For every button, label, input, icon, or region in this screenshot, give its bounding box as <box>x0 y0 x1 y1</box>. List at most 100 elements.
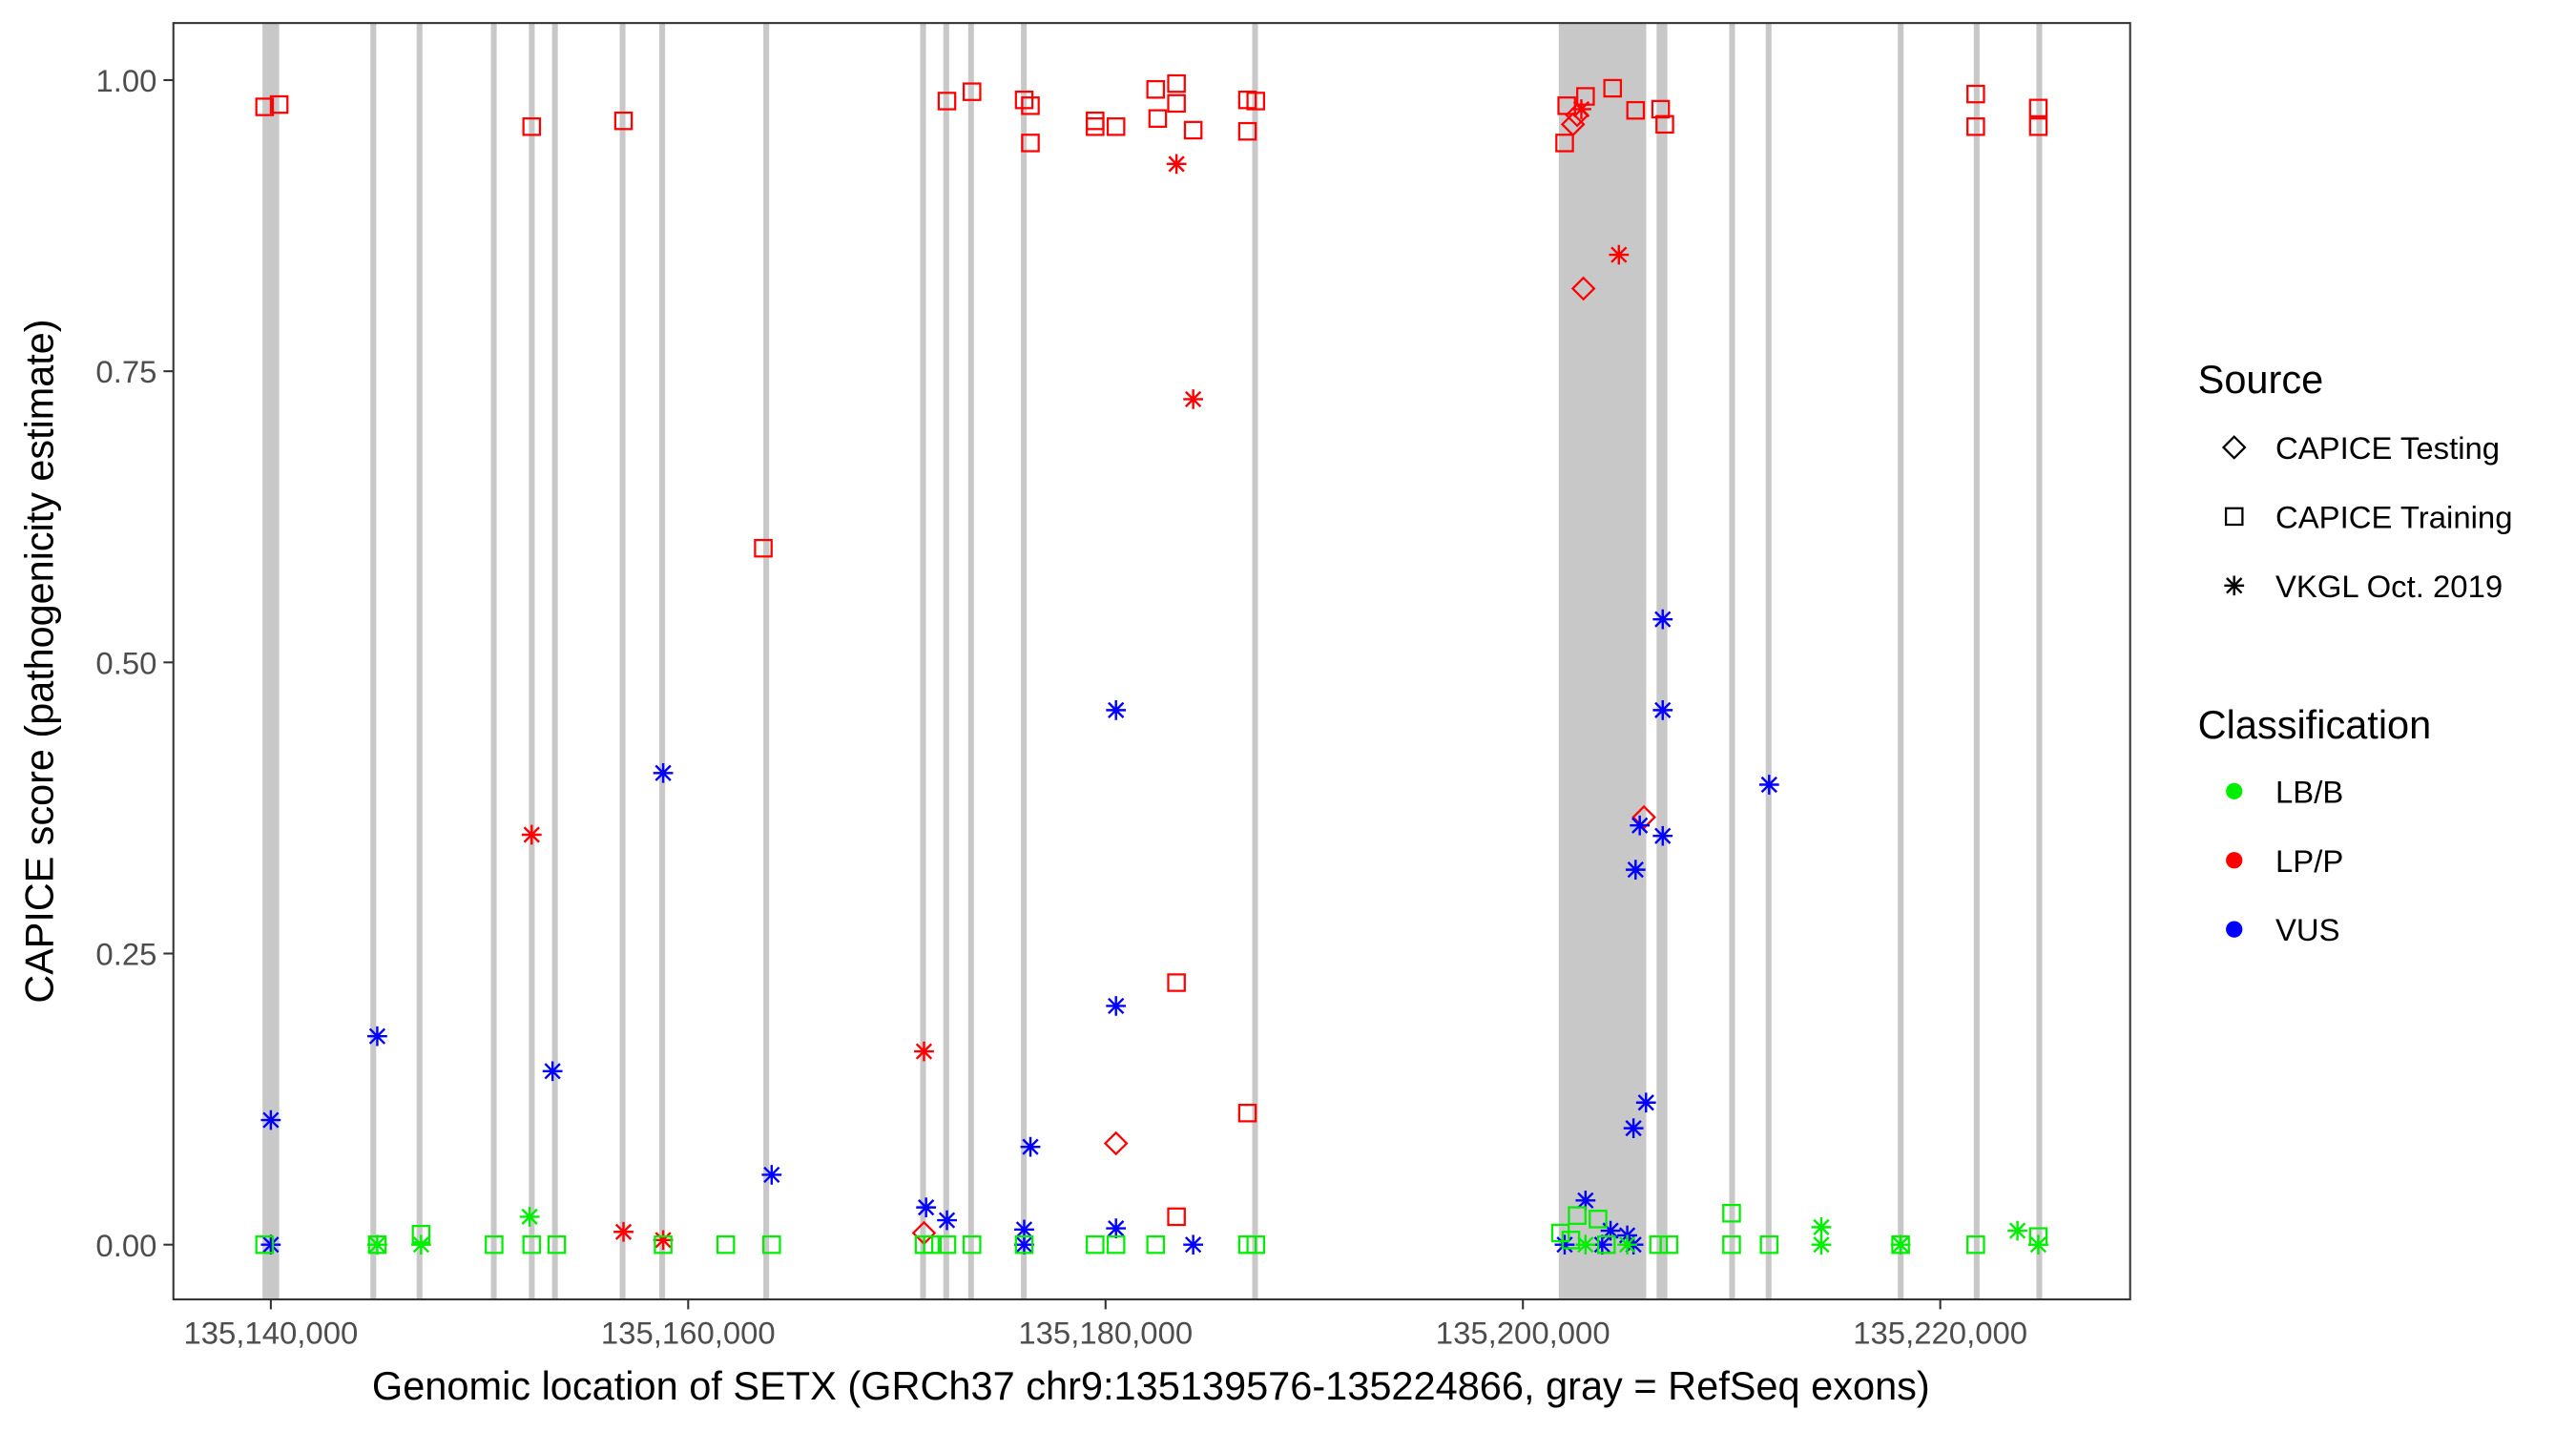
data-point-training-lp-p <box>1246 92 1266 111</box>
data-point-training-lp-p <box>963 82 982 101</box>
data-point-vkgl-vus <box>1591 1234 1612 1255</box>
data-point-training-lb-b <box>1568 1206 1587 1225</box>
exon-band <box>920 23 926 1300</box>
exon-band <box>1252 23 1258 1300</box>
data-point-training-lp-p <box>1237 121 1257 141</box>
data-point-testing-lp-p <box>1560 112 1586 137</box>
data-point-vkgl-lp-p <box>613 1221 634 1242</box>
exon-band <box>619 23 626 1300</box>
data-point-training-lb-b <box>1014 1234 1034 1255</box>
data-point-training-lb-b <box>547 1234 567 1255</box>
data-point-training-lp-p <box>1655 114 1674 135</box>
y-tick-label: 0.75 <box>95 354 156 389</box>
exon-band <box>1973 23 1980 1300</box>
data-point-vkgl-vus <box>1652 700 1673 720</box>
y-tick-label: 0.25 <box>95 937 156 972</box>
data-point-training-lp-p <box>613 111 634 131</box>
data-point-vkgl-lb-b <box>1617 1234 1637 1255</box>
data-point-vkgl-vus <box>542 1061 563 1082</box>
data-point-training-lb-b <box>1722 1203 1741 1223</box>
plot-panel-border <box>172 22 2131 1301</box>
data-point-training-lb-b <box>923 1234 943 1255</box>
data-point-training-lp-p <box>255 97 275 116</box>
legend-source-title: Source <box>2198 357 2324 402</box>
data-point-training-lb-b <box>1589 1210 1608 1229</box>
data-point-vkgl-vus <box>367 1026 387 1047</box>
data-point-training-lb-b <box>1246 1234 1266 1255</box>
data-point-testing-lp-p <box>1103 1130 1129 1156</box>
exon-band <box>943 23 949 1300</box>
data-point-vkgl-vus <box>916 1197 937 1217</box>
data-point-vkgl-lp-p <box>653 1230 674 1251</box>
exon-band <box>1661 23 1668 1300</box>
data-point-training-lp-p <box>1651 99 1671 119</box>
data-point-training-lb-b <box>762 1234 781 1255</box>
legend: Source Classification CAPICE Testing CAPI… <box>2198 357 2513 947</box>
data-point-training-lp-p <box>2028 117 2048 136</box>
data-point-training-lb-b <box>963 1234 982 1255</box>
data-point-training-lb-b <box>716 1234 736 1255</box>
data-point-vkgl-vus <box>1600 1220 1621 1241</box>
data-point-vkgl-vus <box>1106 1218 1127 1238</box>
data-point-training-lp-p <box>1148 109 1168 128</box>
data-point-vkgl-lb-b <box>1811 1234 1832 1255</box>
data-point-training-lp-p <box>1106 117 1126 136</box>
exon-band <box>1765 23 1772 1300</box>
data-point-training-lp-p <box>1183 120 1203 140</box>
data-point-training-lp-p <box>1014 90 1034 110</box>
data-point-vkgl-vus <box>260 1110 281 1130</box>
data-point-training-lp-p <box>1086 111 1105 131</box>
data-point-vkgl-vus <box>1014 1234 1034 1255</box>
data-point-training-lp-p <box>1167 973 1186 992</box>
legend-source-label: CAPICE Testing <box>2275 430 2500 466</box>
data-point-training-lp-p <box>2028 98 2048 117</box>
data-point-training-lb-b <box>1146 1234 1166 1255</box>
data-point-vkgl-lp-p <box>521 824 542 845</box>
legend-source-label: VKGL Oct. 2019 <box>2275 569 2503 604</box>
legend-class-label: LP/P <box>2275 843 2343 879</box>
data-point-training-lp-p <box>1555 134 1574 153</box>
data-point-vkgl-vus <box>1183 1234 1204 1255</box>
exon-bands <box>262 23 2043 1300</box>
data-point-vkgl-vus <box>1106 700 1127 720</box>
data-point-vkgl-lp-p <box>914 1041 934 1062</box>
legend-class-label: LB/B <box>2275 774 2343 809</box>
data-point-vkgl-vus <box>761 1165 782 1185</box>
exon-band <box>370 23 377 1300</box>
data-point-vkgl-lb-b <box>1575 1234 1596 1255</box>
data-point-training-lp-p <box>1167 93 1186 114</box>
data-point-training-lp-p <box>522 117 542 136</box>
data-point-training-lb-b <box>1106 1234 1126 1255</box>
data-point-vkgl-vus <box>1575 1190 1596 1211</box>
data-point-training-lp-p <box>1966 117 1985 136</box>
legend-dot-icon <box>2226 921 2243 938</box>
data-point-vkgl-vus <box>1630 815 1651 836</box>
x-axis: 135,140,000 135,160,000 135,180,000 135,200… <box>183 1299 2027 1351</box>
data-point-vkgl-vus <box>1623 1118 1644 1138</box>
data-point-training-lp-p <box>1966 84 1985 104</box>
exon-band <box>763 23 770 1300</box>
data-point-testing-lp-p <box>1570 276 1596 301</box>
exon-band <box>659 23 666 1300</box>
exon-band <box>1558 23 1647 1300</box>
data-point-training-lp-p <box>269 94 289 114</box>
data-point-training-lb-b <box>654 1234 673 1255</box>
x-tick-label: 135,180,000 <box>1018 1316 1193 1351</box>
data-point-vkgl-lb-b <box>1890 1234 1911 1255</box>
data-point-vkgl-vus <box>1652 825 1673 846</box>
y-tick-label: 0.50 <box>95 645 156 680</box>
legend-asterisk-icon <box>2224 575 2245 596</box>
exon-band <box>262 23 280 1300</box>
legend-diamond-icon <box>2221 435 2247 460</box>
data-point-vkgl-lp-p <box>1609 244 1630 265</box>
data-point-training-lp-p <box>1167 73 1186 93</box>
data-point-training-lb-b <box>255 1234 275 1255</box>
data-point-training-lb-b <box>1966 1234 1985 1255</box>
exon-band <box>1021 23 1028 1300</box>
data-point-training-lp-p <box>1086 117 1105 136</box>
data-point-vkgl-lb-b <box>410 1234 431 1255</box>
legend-class-title: Classification <box>2198 702 2432 747</box>
data-point-training-lp-p <box>1167 1207 1186 1227</box>
data-point-training-lb-b <box>1086 1234 1105 1255</box>
